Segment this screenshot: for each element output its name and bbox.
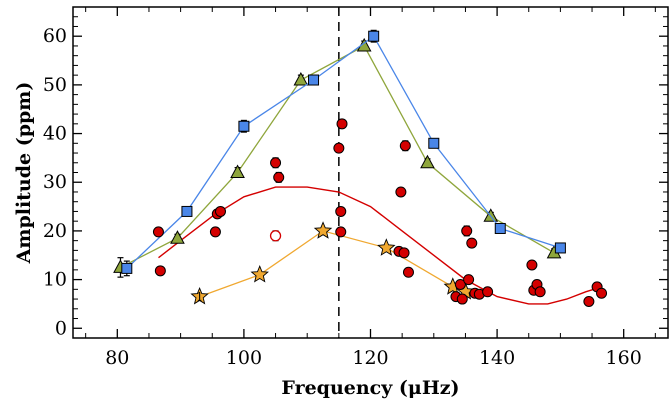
- x-axis-title-text: Frequency: [281, 377, 393, 399]
- square-point: [554, 242, 566, 254]
- circle-point: [270, 157, 282, 169]
- open-circle-point: [269, 230, 282, 242]
- square-point: [238, 120, 250, 132]
- circle-point: [398, 247, 410, 259]
- circle-point: [583, 295, 595, 307]
- square-point: [428, 137, 440, 149]
- triangle-point: [170, 230, 185, 244]
- y-tick-label: 20: [43, 220, 67, 242]
- x-tick-label: 100: [226, 347, 262, 369]
- circle-point: [273, 171, 285, 183]
- star-point: [377, 238, 396, 256]
- y-tick-label: 30: [43, 171, 67, 193]
- triangle-point: [293, 71, 309, 86]
- circle-point: [526, 259, 538, 271]
- star-point: [250, 265, 269, 283]
- star-point-label: 1: [196, 291, 203, 304]
- circle-point: [209, 226, 221, 238]
- circle-point: [402, 266, 414, 278]
- fit-curve-line: [158, 186, 602, 305]
- square-point: [494, 222, 506, 234]
- x-tick-label: 80: [105, 347, 129, 369]
- circle-point: [336, 118, 348, 130]
- y-tick-label: 60: [43, 25, 67, 47]
- circle-point: [454, 278, 466, 290]
- triangle-point: [230, 164, 245, 178]
- circle-point: [333, 142, 345, 154]
- y-tick-label: 10: [43, 269, 67, 291]
- circle-point: [214, 205, 226, 217]
- x-tick-label: 160: [606, 347, 642, 369]
- square-point: [308, 74, 320, 86]
- circle-point: [395, 186, 407, 198]
- circle-point: [461, 225, 473, 237]
- x-tick-label: 140: [479, 347, 515, 369]
- square-series-line: [126, 35, 561, 269]
- circle-point: [482, 286, 494, 298]
- square-point: [368, 30, 380, 42]
- ticks-layer: 80 100 120 140 160 0 10 20 30 40 50 60: [43, 7, 668, 369]
- circle-point: [456, 293, 468, 305]
- square-point: [181, 205, 193, 217]
- triangle-point: [420, 154, 435, 169]
- x-axis-title-unit: (μHz): [399, 377, 460, 399]
- circle-point: [399, 140, 411, 152]
- y-axis-title: Amplitude (ppm): [13, 82, 35, 265]
- x-tick-label: 120: [352, 347, 388, 369]
- circle-point: [335, 205, 347, 217]
- x-axis-title: Frequency (μHz): [281, 377, 459, 399]
- square-point: [121, 262, 133, 274]
- y-tick-label: 0: [55, 317, 67, 339]
- circle-point: [596, 287, 608, 299]
- circle-point: [463, 274, 475, 286]
- marks-layer: 1: [113, 7, 608, 338]
- circle-point: [466, 237, 478, 249]
- y-tick-label: 50: [43, 74, 67, 96]
- circle-point: [335, 226, 347, 238]
- circle-point: [534, 286, 546, 298]
- triangle-series-line: [120, 45, 555, 268]
- y-tick-label: 40: [43, 123, 67, 145]
- circle-point: [152, 226, 164, 238]
- star-point: [313, 221, 333, 239]
- star-point: [190, 286, 209, 305]
- circle-point: [154, 265, 166, 277]
